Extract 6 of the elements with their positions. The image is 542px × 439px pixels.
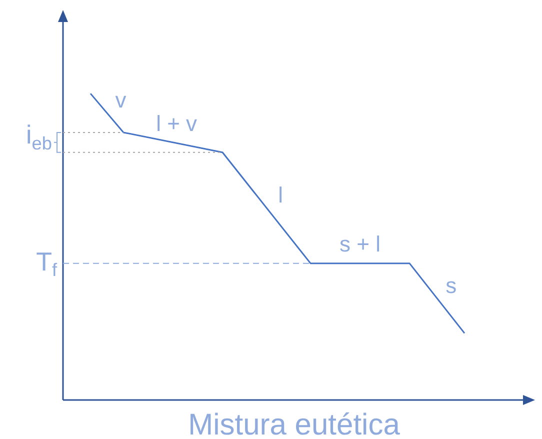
- annotation: l + v: [156, 110, 198, 136]
- annotation: s: [446, 273, 457, 298]
- annotation: s + l: [340, 231, 380, 256]
- x-axis-title: Mistura eutética: [188, 408, 400, 439]
- annotation: l: [278, 182, 284, 208]
- annotation: v: [115, 87, 126, 112]
